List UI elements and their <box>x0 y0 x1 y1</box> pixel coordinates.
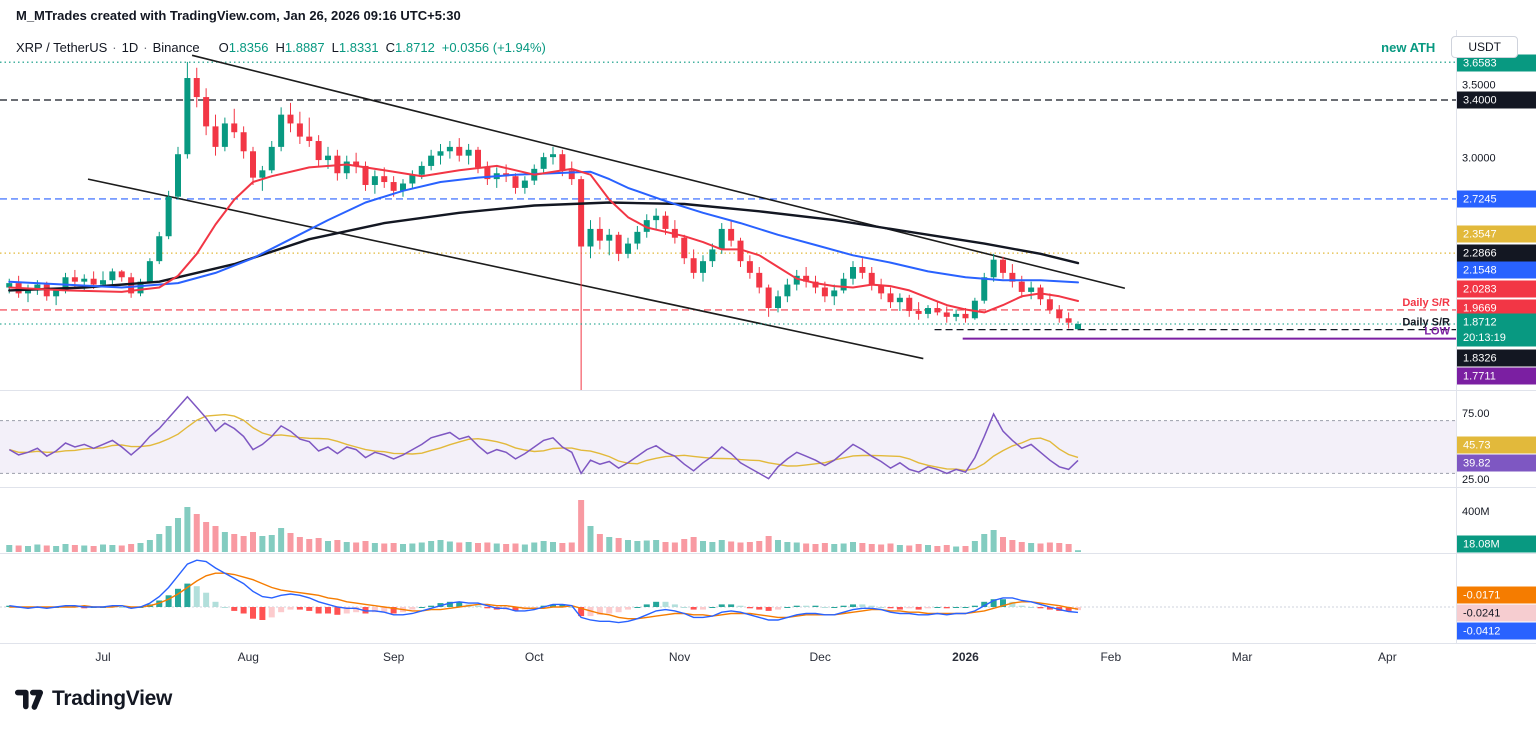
macd-line <box>9 559 1079 624</box>
svg-text:Jul: Jul <box>95 650 110 664</box>
price-badge <box>1457 54 1536 72</box>
pane-separators <box>0 30 1536 644</box>
price-badge <box>1457 299 1536 317</box>
svg-text:45.73: 45.73 <box>1463 439 1491 451</box>
ohlc-values: O 1.8356 H 1.8887 L 1.8331 C 1.8712 +0.0356 … <box>212 40 546 55</box>
high-label: H <box>275 39 285 55</box>
price-badge <box>1457 280 1536 298</box>
volume-pane[interactable] <box>6 500 1081 552</box>
svg-text:Oct: Oct <box>525 650 544 664</box>
descending-trendlines[interactable] <box>87 54 1126 360</box>
currency-toggle-button[interactable]: USDT <box>1451 36 1518 58</box>
separator-dot: · <box>143 39 148 55</box>
ma-black-line <box>8 201 1080 292</box>
price-scale[interactable]: 3.5000 3.0000 3.6583 3.4000 2.7245 2.3547 1.96… <box>1402 54 1536 640</box>
new-ath-label: new ATH <box>1381 39 1436 55</box>
price-badge <box>1457 454 1536 472</box>
svg-text:2.2866: 2.2866 <box>1463 247 1497 259</box>
rsi-pane[interactable] <box>0 395 1456 480</box>
svg-text:3.5000: 3.5000 <box>1462 79 1496 91</box>
svg-text:1.8712: 1.8712 <box>1463 316 1497 328</box>
svg-text:Daily S/R: Daily S/R <box>1402 297 1450 309</box>
low-value: 1.8331 <box>338 39 379 55</box>
high-value: 1.8887 <box>284 39 325 55</box>
price-badge <box>1457 535 1536 553</box>
close-value: 1.8712 <box>395 39 435 55</box>
tradingview-wordmark: TradingView <box>52 687 173 710</box>
price-badge <box>1457 586 1536 604</box>
price-badge <box>1457 91 1536 109</box>
price-badge <box>1457 261 1536 279</box>
svg-text:3.0000: 3.0000 <box>1462 153 1496 165</box>
svg-text:1.9669: 1.9669 <box>1463 302 1497 314</box>
svg-text:18.08M: 18.08M <box>1463 538 1500 550</box>
ma-red-line <box>8 163 1079 314</box>
svg-text:-0.0241: -0.0241 <box>1463 607 1500 619</box>
svg-text:1.8326: 1.8326 <box>1463 352 1497 364</box>
svg-text:Daily S/R: Daily S/R <box>1402 317 1450 329</box>
svg-text:2.7245: 2.7245 <box>1463 193 1497 205</box>
macd-signal-line <box>9 572 1079 620</box>
price-badge <box>1457 225 1536 243</box>
svg-text:Nov: Nov <box>669 650 690 664</box>
price-badge <box>1457 436 1536 454</box>
separator-dot: · <box>112 39 117 55</box>
svg-text:Apr: Apr <box>1378 650 1397 664</box>
time-axis[interactable]: Jul Aug Sep Oct Nov Dec 2026 Feb Mar Apr <box>95 650 1396 664</box>
header-right: new ATH USDT <box>1381 36 1518 58</box>
price-badge <box>1457 349 1536 367</box>
current-price-badge <box>1457 313 1536 347</box>
low-label: L <box>331 39 339 55</box>
ma-blue-line <box>8 170 1079 289</box>
price-badge <box>1457 190 1536 208</box>
svg-text:2026: 2026 <box>952 650 979 664</box>
svg-text:39.82: 39.82 <box>1463 457 1491 469</box>
macd-pane[interactable] <box>0 559 1456 624</box>
rsi-line <box>8 395 1079 480</box>
price-badge <box>1457 604 1536 622</box>
svg-text:1.7711: 1.7711 <box>1463 370 1496 382</box>
svg-text:LOW: LOW <box>1424 326 1450 338</box>
svg-text:-0.0412: -0.0412 <box>1463 625 1500 637</box>
candles-series <box>6 61 1081 390</box>
attribution-text: M_MTrades created with TradingView.com, … <box>16 8 461 23</box>
svg-text:3.4000: 3.4000 <box>1463 94 1497 106</box>
svg-text:-0.0171: -0.0171 <box>1463 589 1500 601</box>
svg-text:2.3547: 2.3547 <box>1463 228 1497 240</box>
main-pane[interactable] <box>0 54 1456 422</box>
exchange-name[interactable]: Binance <box>152 39 200 55</box>
tradingview-logo-icon <box>14 689 44 710</box>
price-badge <box>1457 244 1536 262</box>
open-value: 1.8356 <box>228 39 269 55</box>
svg-text:Aug: Aug <box>238 650 259 664</box>
svg-text:2.1548: 2.1548 <box>1463 264 1497 276</box>
svg-text:400M: 400M <box>1462 506 1490 518</box>
tradingview-logo[interactable]: TradingView <box>14 684 172 714</box>
svg-text:Sep: Sep <box>383 650 405 664</box>
svg-text:25.00: 25.00 <box>1462 474 1490 486</box>
svg-text:20:13:19: 20:13:19 <box>1463 332 1506 344</box>
svg-text:Mar: Mar <box>1232 650 1253 664</box>
interval-label[interactable]: 1D <box>121 39 139 55</box>
svg-text:Feb: Feb <box>1100 650 1121 664</box>
svg-text:75.00: 75.00 <box>1462 408 1490 420</box>
symbol-name[interactable]: XRP / TetherUS <box>16 39 108 55</box>
change-value: +0.0356 (+1.94%) <box>441 39 546 55</box>
price-badge <box>1457 367 1536 385</box>
svg-text:Dec: Dec <box>810 650 831 664</box>
close-label: C <box>385 39 396 55</box>
rsi-ma-line <box>9 413 1079 472</box>
price-badge <box>1457 622 1536 640</box>
open-label: O <box>218 39 229 55</box>
svg-text:2.0283: 2.0283 <box>1463 283 1497 295</box>
svg-text:3.6583: 3.6583 <box>1463 57 1497 69</box>
